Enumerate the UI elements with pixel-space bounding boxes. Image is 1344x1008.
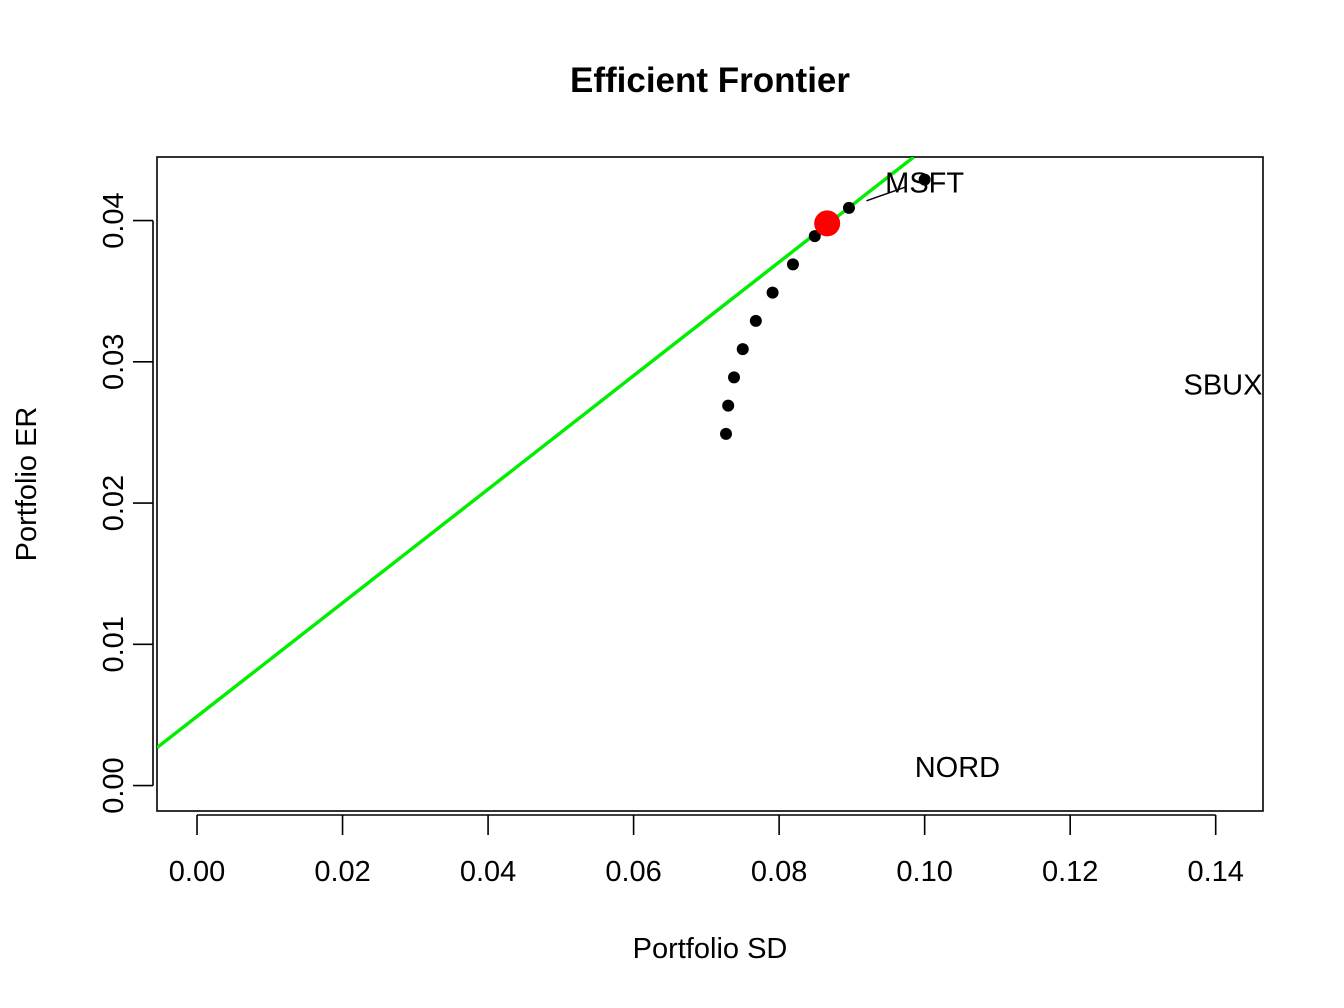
y-tick-label: 0.01 <box>98 616 130 672</box>
x-tick-label: 0.02 <box>314 856 370 888</box>
x-tick-label: 0.14 <box>1187 856 1243 888</box>
y-axis: 0.00 0.01 0.02 0.03 0.04 <box>98 192 154 814</box>
x-tick-label: 0.12 <box>1042 856 1098 888</box>
x-tick-label: 0.00 <box>169 856 225 888</box>
label-leader-layer <box>866 186 907 202</box>
chart-title: Efficient Frontier <box>570 61 850 100</box>
plot-area: MSFT SBUX NORD <box>157 157 1262 784</box>
frontier-point <box>720 427 733 440</box>
asset-labels-layer: MSFT SBUX NORD <box>885 167 1262 784</box>
tangent-line-layer <box>157 157 915 750</box>
asset-label-nord: NORD <box>915 752 1000 784</box>
frontier-point <box>736 343 749 356</box>
x-tick-label: 0.04 <box>460 856 516 888</box>
asset-label-sbux: SBUX <box>1183 369 1262 401</box>
frontier-point <box>728 371 741 384</box>
frontier-point <box>749 314 762 327</box>
label-leader-line <box>866 186 907 202</box>
x-axis-label: Portfolio SD <box>633 933 788 965</box>
tangent-line <box>157 157 915 750</box>
frontier-point <box>766 286 779 299</box>
frontier-point <box>722 399 735 412</box>
x-tick-label: 0.08 <box>751 856 807 888</box>
x-tick-label: 0.06 <box>605 856 661 888</box>
y-tick-label: 0.04 <box>98 192 130 248</box>
x-tick-label: 0.10 <box>896 856 952 888</box>
frontier-points-layer <box>720 173 931 440</box>
frontier-point <box>786 258 799 271</box>
y-tick-label: 0.00 <box>98 757 130 813</box>
y-axis-label: Portfolio ER <box>11 407 43 562</box>
asset-label-msft: MSFT <box>885 167 964 199</box>
tangency-portfolio-layer <box>814 210 841 237</box>
y-tick-label: 0.02 <box>98 475 130 531</box>
plot-frame <box>156 156 1264 812</box>
x-axis: 0.00 0.02 0.04 0.06 0.08 0.10 0.12 0.14 <box>169 814 1244 888</box>
frontier-point <box>918 173 931 186</box>
y-tick-label: 0.03 <box>98 334 130 390</box>
frontier-point <box>808 230 821 243</box>
frontier-point <box>842 201 855 214</box>
tangency-portfolio-point <box>814 210 841 237</box>
